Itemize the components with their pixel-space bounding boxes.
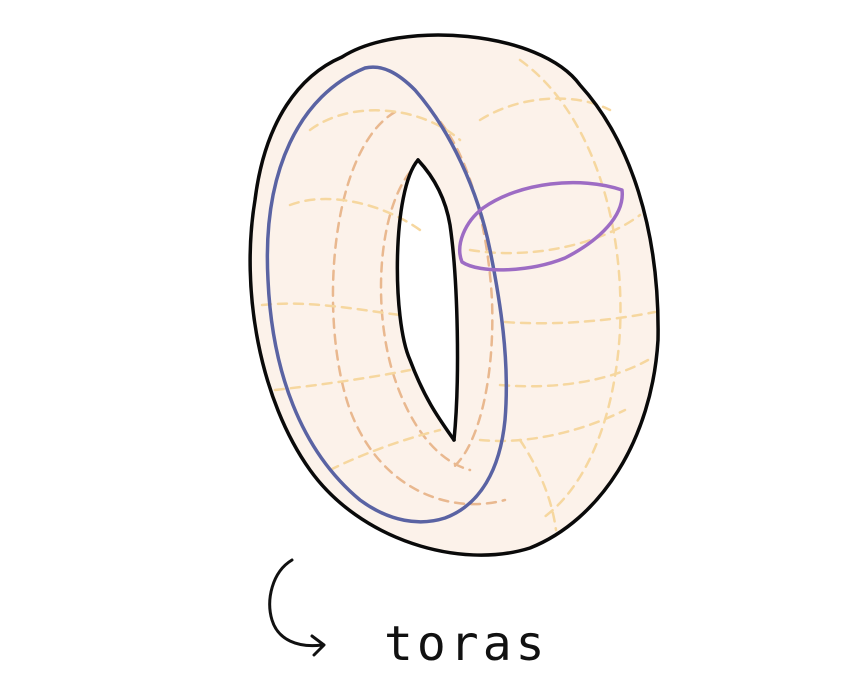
torus-caption: toras	[384, 616, 549, 672]
outer-meridian-dash	[428, 108, 494, 472]
curved-arrow-icon	[268, 558, 326, 657]
torus	[248, 33, 660, 557]
torus-outer-outline	[248, 33, 660, 557]
torus-surface	[250, 35, 659, 556]
middle-latitude-dash	[260, 302, 657, 325]
torus-hole-right-edge	[416, 158, 460, 442]
bottom-latitude-dash	[328, 408, 627, 472]
longitude-loop	[265, 65, 509, 524]
meridian-loop	[458, 180, 624, 272]
lower-latitude-dash	[273, 358, 650, 392]
middle-meridian-dash	[331, 110, 507, 506]
back-meridian-dash	[518, 58, 622, 522]
torus-hole-left-edge	[395, 158, 456, 442]
lower-arc-dash	[518, 438, 558, 532]
surface-grid-lines	[260, 58, 657, 532]
